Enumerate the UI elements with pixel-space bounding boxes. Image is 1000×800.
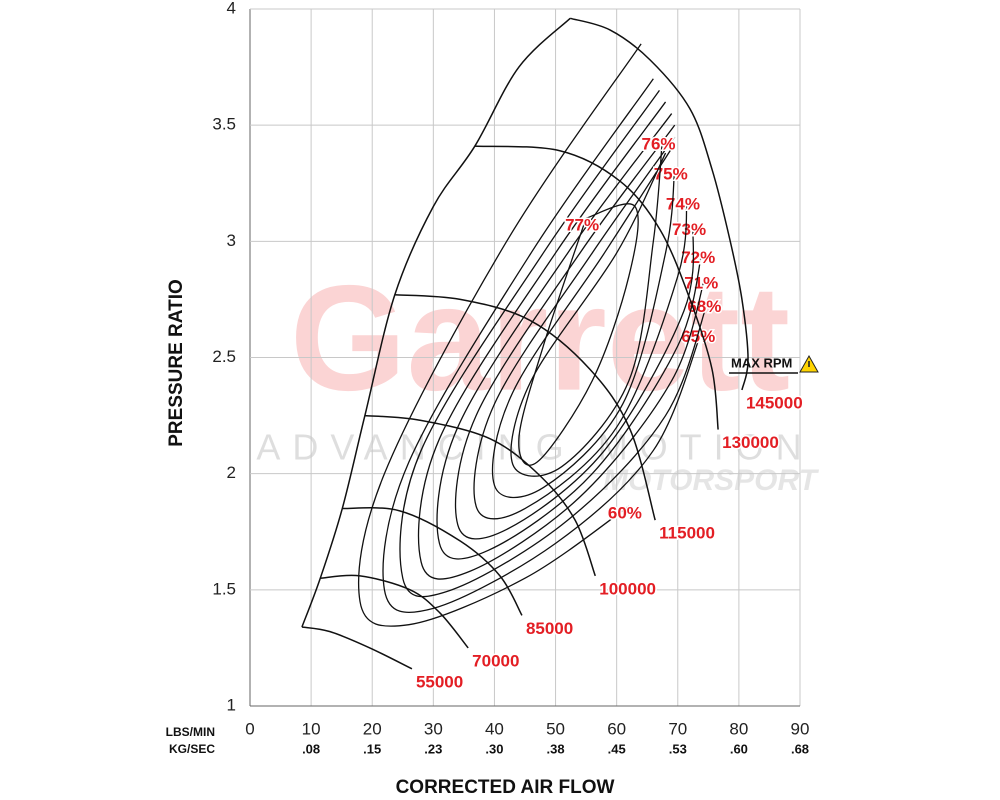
x2-row-label: KG/SEC — [169, 742, 215, 756]
efficiency-contour — [518, 203, 639, 466]
x-row-label: LBS/MIN — [166, 725, 215, 739]
x-tick-label: 30 — [424, 719, 443, 738]
speed-line — [570, 17, 749, 391]
speed-line — [342, 507, 523, 616]
x-tick-label: 80 — [729, 719, 748, 738]
x-tick-label: 50 — [546, 719, 565, 738]
speed-label: 130000 — [722, 433, 779, 452]
efficiency-contour — [473, 136, 688, 520]
y-axis-title: PRESSURE RATIO — [166, 279, 187, 447]
x2-tick-label: .60 — [730, 741, 748, 756]
efficiency-label: 65% — [681, 327, 715, 346]
speed-label: 115000 — [659, 524, 715, 543]
watermark-logo: Garrett — [290, 254, 790, 422]
efficiency-contour — [417, 101, 706, 580]
y-tick-label: 3.5 — [212, 115, 236, 134]
x2-tick-label: .15 — [363, 741, 381, 756]
efficiency-contour — [358, 43, 642, 627]
x-tick-label: 40 — [485, 719, 504, 738]
y-tick-label: 1 — [227, 695, 236, 714]
x-tick-label: 20 — [363, 719, 382, 738]
speed-line — [394, 294, 656, 521]
max-rpm-label: MAX RPM — [731, 355, 792, 370]
x2-tick-label: .68 — [791, 741, 809, 756]
watermark-motorsport: MOTORSPORT — [603, 464, 820, 497]
efficiency-label: 72% — [681, 248, 715, 267]
y-tick-label: 3 — [227, 231, 236, 250]
x-tick-label: 60 — [607, 719, 626, 738]
speed-line — [474, 145, 719, 430]
efficiency-contour — [510, 136, 667, 477]
surge-line — [301, 17, 571, 628]
y-tick-label: 2.5 — [212, 347, 236, 366]
efficiency-label: 76% — [641, 134, 675, 153]
speed-label: 100000 — [599, 579, 656, 598]
grid: 0 10 20 30 40 50 60 70 80 90 .08 .15 .23 .30 .38 .45 .53… — [212, 0, 809, 756]
efficiency-contour — [491, 148, 676, 499]
efficiency-label: 73% — [672, 220, 706, 239]
speed-line — [320, 574, 469, 649]
max-rpm-note: MAX RPM — [729, 354, 819, 374]
efficiency-contour — [382, 78, 703, 614]
x2-tick-label: .53 — [669, 741, 687, 756]
x2-tick-label: .38 — [547, 741, 565, 756]
x-axis-title: CORRECTED AIR FLOW — [396, 777, 615, 798]
x2-tick-label: .45 — [608, 741, 626, 756]
speed-label: 145000 — [746, 394, 803, 413]
y-tick-label: 2 — [227, 463, 236, 482]
efficiency-label: 71% — [684, 274, 718, 293]
x-tick-label: 0 — [245, 719, 254, 738]
x-tick-label: 70 — [668, 719, 687, 738]
efficiency-label: 75% — [654, 164, 688, 183]
speed-line — [364, 414, 596, 577]
speed-label: 70000 — [472, 651, 519, 670]
speed-label: 85000 — [526, 619, 573, 638]
efficiency-label: 74% — [666, 195, 700, 214]
y-tick-label: 1.5 — [212, 579, 236, 598]
efficiency-contour — [454, 124, 695, 540]
efficiency-label: 77% — [565, 216, 599, 235]
x-tick-label: 90 — [791, 719, 810, 738]
x2-tick-label: .08 — [302, 741, 320, 756]
efficiency-contour — [436, 113, 703, 560]
plot: 60%65%68%71%72%73%74%75%76%77%5500070000… — [301, 17, 804, 693]
watermark-tagline: ADVANCING MOTION — [256, 427, 813, 468]
speed-line — [301, 626, 413, 670]
efficiency-label: 60% — [608, 504, 642, 523]
x2-tick-label: .23 — [424, 741, 442, 756]
y-tick-label: 4 — [227, 0, 236, 17]
x-tick-label: 10 — [302, 719, 321, 738]
speed-label: 55000 — [416, 672, 463, 691]
x2-tick-label: .30 — [485, 741, 503, 756]
